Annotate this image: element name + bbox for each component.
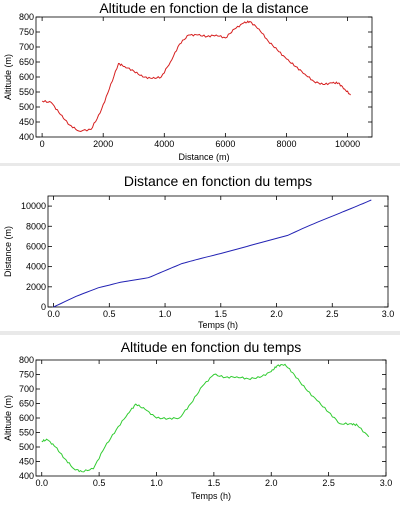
chart1-xtick-label: 3.0 — [382, 309, 395, 319]
chart1-xtick-label: 2.0 — [270, 309, 283, 319]
chart0-xtick-label: 6000 — [215, 139, 235, 149]
chart1-xlabel: Temps (h) — [198, 320, 238, 330]
chart2-xtick-label: 2.5 — [322, 478, 335, 488]
chart0-xtick-label: 4000 — [154, 139, 174, 149]
chart2-ytick-label: 800 — [19, 355, 34, 365]
chart2-ytick-label: 450 — [19, 457, 34, 467]
chart0-ytick-label: 650 — [19, 57, 34, 67]
chart2-xtick-label: 1.0 — [150, 478, 163, 488]
chart-panel-altitude-distance: Altitude en fonction de la distance 0 2000… — [0, 0, 400, 163]
chart0-ytick-label: 600 — [19, 72, 34, 82]
chart0-ytick-label: 700 — [19, 42, 34, 52]
chart0-xtick-label: 0 — [40, 139, 45, 149]
chart0-ytick-label: 550 — [19, 87, 34, 97]
chart0-title: Altitude en fonction de la distance — [99, 0, 309, 16]
chart0-series-line — [41, 20, 351, 133]
chart1-ytick-label: 0 — [41, 302, 46, 312]
chart-altitude-vs-time: Altitude en fonction du temps 0.0 0.5 1.0 1.… — [3, 339, 393, 501]
chart1-xtick-label: 2.5 — [326, 309, 339, 319]
chart0-xtick-label: 8000 — [276, 139, 296, 149]
chart2-ylabel: Altitude (m) — [3, 395, 13, 441]
chart0-xtick-label: 10000 — [335, 139, 360, 149]
chart1-series-line — [53, 199, 372, 308]
chart1-ytick-label: 2000 — [26, 282, 46, 292]
chart2-xtick-label: 2.0 — [265, 478, 278, 488]
chart0-ytick-label: 400 — [19, 132, 34, 142]
chart-panel-altitude-time: Altitude en fonction du temps 0.0 0.5 1.0 1.… — [0, 335, 400, 510]
chart2-xtick-label: 1.5 — [208, 478, 221, 488]
chart2-xtick-label: 3.0 — [380, 478, 393, 488]
chart2-ytick-label: 750 — [19, 370, 34, 380]
chart2-ytick-label: 500 — [19, 442, 34, 452]
chart2-ytick-label: 400 — [19, 471, 34, 481]
chart1-ytick-label: 4000 — [26, 262, 46, 272]
chart0-ytick-label: 800 — [19, 12, 34, 22]
chart2-xtick-label: 0.0 — [35, 478, 48, 488]
chart-distance-vs-time: Distance en fonction du temps 0.0 0.5 1.0 1.… — [3, 173, 395, 330]
chart1-xtick-label: 0.0 — [47, 309, 60, 319]
chart0-ytick-label: 450 — [19, 117, 34, 127]
chart1-ytick-label: 8000 — [26, 221, 46, 231]
chart2-xlabel: Temps (h) — [191, 491, 231, 501]
chart-panel-distance-time: Distance en fonction du temps 0.0 0.5 1.0 1.… — [0, 166, 400, 331]
chart0-ylabel: Altitude (m) — [3, 54, 13, 100]
chart2-xtick-label: 0.5 — [93, 478, 106, 488]
chart2-ytick-label: 600 — [19, 413, 34, 423]
chart-altitude-vs-distance: Altitude en fonction de la distance 0 2000… — [3, 0, 373, 162]
chart0-xtick-label: 2000 — [93, 139, 113, 149]
chart1-xtick-label: 1.5 — [215, 309, 228, 319]
chart2-ytick-label: 550 — [19, 428, 34, 438]
chart1-ytick-label: 6000 — [26, 241, 46, 251]
chart1-xtick-label: 1.0 — [159, 309, 172, 319]
chart0-ytick-label: 500 — [19, 102, 34, 112]
chart1-ylabel: Distance (m) — [3, 226, 13, 277]
chart2-series-line — [41, 363, 370, 473]
chart2-title: Altitude en fonction du temps — [121, 339, 302, 355]
chart0-ytick-label: 750 — [19, 27, 34, 37]
chart2-ytick-label: 650 — [19, 399, 34, 409]
chart0-xlabel: Distance (m) — [178, 152, 229, 162]
chart1-title: Distance en fonction du temps — [124, 173, 312, 189]
chart1-xtick-label: 0.5 — [103, 309, 116, 319]
chart1-ytick-label: 10000 — [21, 201, 46, 211]
chart1-plot-area — [47, 195, 389, 308]
chart2-ytick-label: 700 — [19, 384, 34, 394]
